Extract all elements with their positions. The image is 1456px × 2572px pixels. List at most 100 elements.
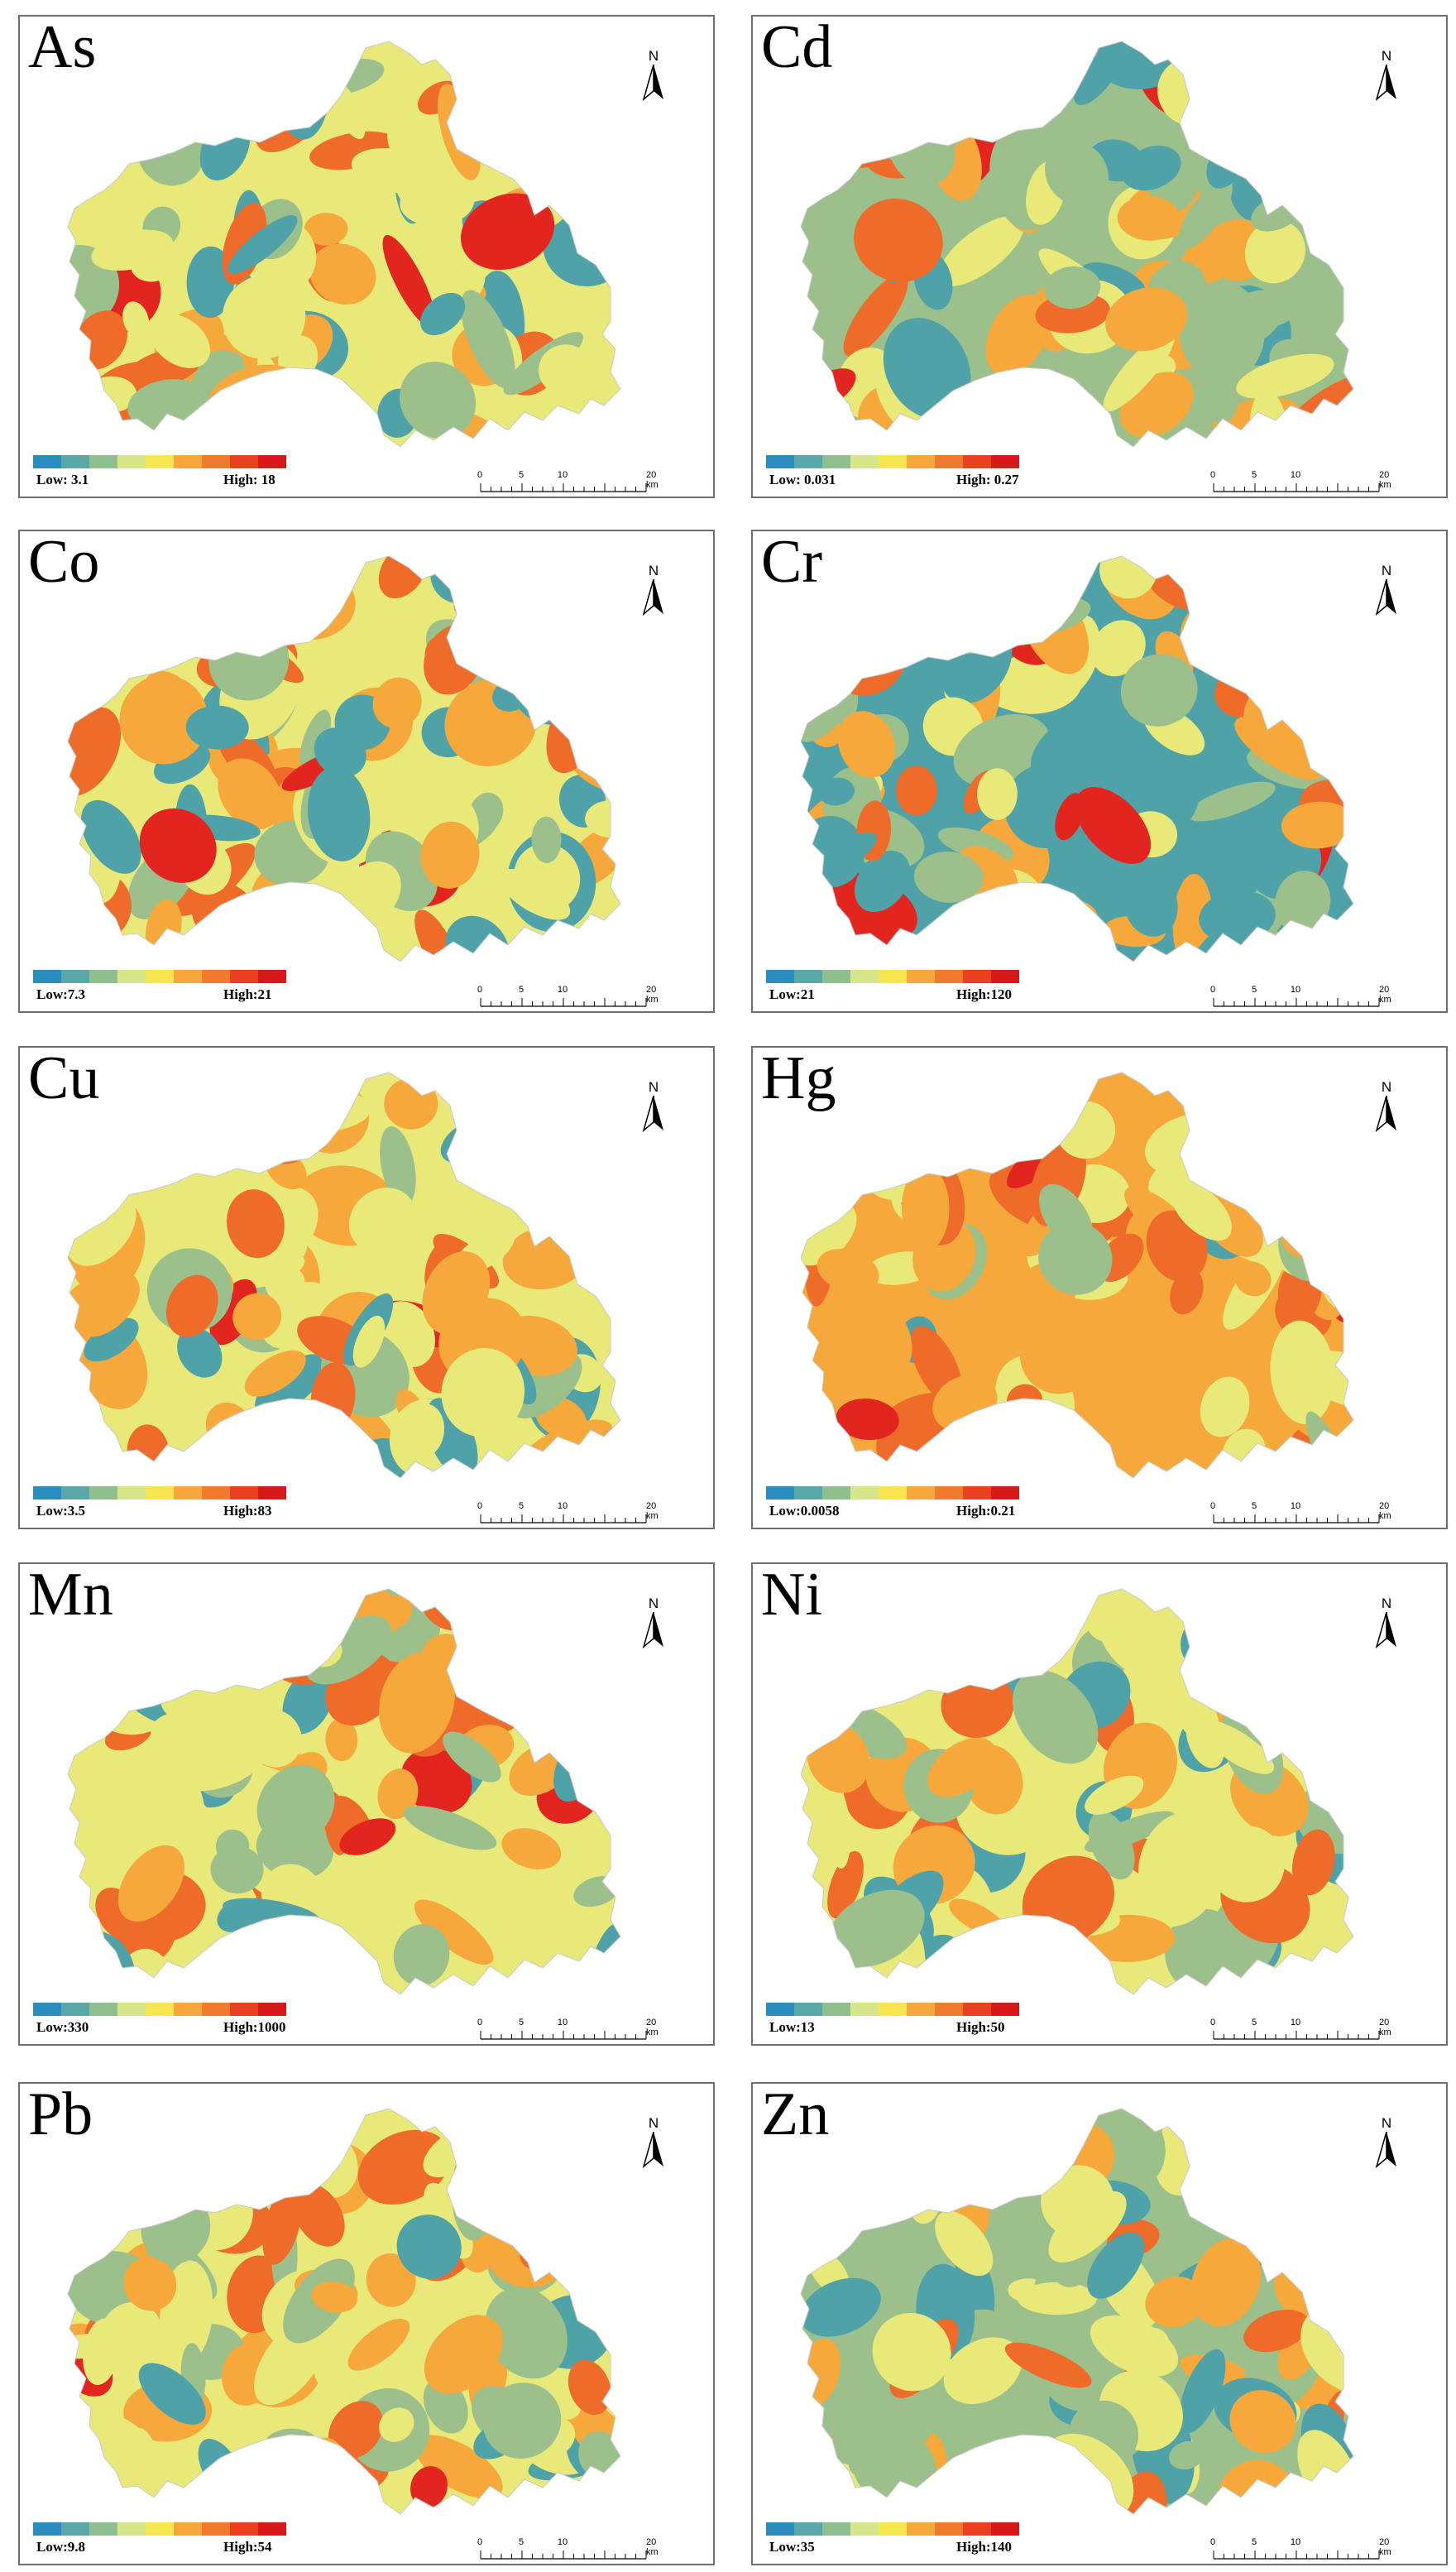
concentration-patch	[864, 1072, 924, 1118]
north-arrow-icon: N	[1370, 1596, 1403, 1653]
scale-tick-label: 20 km	[646, 1501, 659, 1521]
concentration-patch	[1244, 219, 1305, 284]
legend-swatch	[258, 2522, 286, 2536]
scale-tick-label: 5	[1251, 2018, 1257, 2027]
concentration-patch	[1214, 290, 1303, 332]
legend-swatch	[907, 2522, 935, 2536]
scale-tick-label: 0	[1209, 2537, 1216, 2547]
legend-swatch	[879, 2003, 907, 2016]
concentration-patch	[256, 1764, 335, 1845]
concentration-patch	[850, 566, 934, 624]
concentration-patch	[1038, 1442, 1087, 1478]
legend-swatch	[907, 1486, 935, 1500]
concentration-patch	[1199, 1720, 1275, 1774]
concentration-patch	[1123, 872, 1178, 937]
concentration-patch	[269, 1941, 333, 1989]
concentration-patch	[582, 41, 620, 128]
concentration-patch	[1085, 1775, 1144, 1815]
concentration-patch	[1051, 837, 1094, 875]
concentration-patch	[1048, 2191, 1127, 2262]
concentration-patch	[1208, 1825, 1285, 1903]
map-panel-co: Co N Low:7.3 High:21 0 5 10 20 km	[18, 530, 715, 1013]
concentration-patch	[68, 2333, 139, 2359]
legend-color-ramp	[766, 2003, 1019, 2016]
color-legend: Low:330 High:1000	[33, 2003, 311, 2036]
concentration-patch	[976, 768, 1018, 820]
concentration-patch	[176, 1589, 245, 1642]
concentration-patch	[849, 2448, 884, 2478]
map-panel-hg: Hg N Low:0.0058 High:0.21 0 5 10 20 km	[751, 1046, 1448, 1529]
concentration-patch	[366, 2253, 416, 2307]
concentration-patch	[382, 234, 436, 328]
concentration-patch	[177, 1327, 223, 1378]
concentration-patch	[994, 1072, 1025, 1160]
concentration-patch	[304, 1615, 392, 1685]
concentration-patch	[307, 766, 371, 861]
concentration-patch	[535, 648, 620, 722]
legend-swatch	[146, 1486, 174, 1500]
legend-swatch	[258, 455, 286, 468]
concentration-patch	[1043, 266, 1101, 310]
concentration-patch	[491, 41, 529, 77]
legend-high-label: High:1000	[223, 2019, 286, 2035]
concentration-patch	[854, 198, 943, 282]
legend-swatch	[935, 2003, 963, 2016]
concentration-patch	[909, 1660, 957, 1689]
concentration-patch	[1232, 1596, 1321, 1639]
scale-tick-label: 5	[1251, 2537, 1257, 2547]
legend-swatch	[61, 1486, 89, 1500]
concentration-patch	[826, 1889, 925, 1968]
legend-swatch	[89, 1486, 117, 1500]
concentration-patch	[883, 1615, 931, 1687]
concentration-patch	[1138, 1812, 1207, 1900]
scale-tick-label: 20 km	[646, 470, 659, 490]
legend-swatch	[230, 2522, 258, 2536]
concentration-patch	[1021, 1413, 1075, 1478]
north-label: N	[1381, 563, 1392, 578]
legend-swatch	[794, 2522, 822, 2536]
concentration-patch	[314, 727, 366, 778]
legend-swatch	[61, 455, 89, 468]
north-label: N	[1381, 1079, 1392, 1095]
concentration-patch	[1105, 287, 1188, 352]
concentration-patch	[1073, 46, 1122, 105]
concentration-patch	[896, 765, 937, 816]
legend-swatch	[766, 970, 794, 983]
concentration-patch	[348, 1188, 416, 1254]
legend-color-ramp	[766, 2522, 1019, 2536]
map-panel-zn: Zn N Low:35 High:140 0 5 10 20 km	[751, 2082, 1448, 2565]
concentration-patch	[443, 1731, 501, 1783]
element-label: Cu	[28, 1046, 100, 1112]
concentration-patch	[121, 1095, 175, 1138]
distribution-map	[67, 1588, 621, 1995]
element-label: Zn	[761, 2082, 830, 2148]
concentration-patch	[186, 246, 235, 319]
legend-swatch	[61, 2003, 89, 2016]
concentration-patch	[985, 294, 1050, 377]
map-panel-cu: Cu N Low:3.5 High:83 0 5 10 20 km	[18, 1046, 715, 1529]
scale-tick-label: 20 km	[1379, 985, 1391, 1005]
legend-color-ramp	[766, 1486, 1019, 1500]
concentration-patch	[1045, 141, 1109, 206]
concentration-patch	[950, 1092, 1046, 1133]
scale-bar: 0 5 10 20 km	[477, 1501, 678, 1526]
concentration-patch	[1298, 2206, 1353, 2259]
concentration-patch	[441, 1347, 525, 1437]
concentration-patch	[1270, 1320, 1335, 1424]
scale-bar: 0 5 10 20 km	[1210, 1501, 1411, 1526]
north-arrow-icon: N	[637, 1079, 670, 1137]
legend-swatch	[146, 970, 174, 983]
concentration-patch	[1120, 654, 1198, 727]
concentration-patch	[1304, 1675, 1353, 1744]
concentration-patch	[1117, 195, 1181, 241]
concentration-patch	[1103, 330, 1176, 412]
concentration-patch	[529, 1085, 582, 1138]
concentration-patch	[149, 314, 210, 368]
concentration-patch	[568, 2359, 611, 2416]
concentration-patch	[1234, 717, 1322, 780]
scale-tick-label: 20 km	[1379, 2018, 1391, 2037]
legend-swatch	[202, 2522, 230, 2536]
legend-high-label: High:21	[223, 986, 272, 1002]
concentration-patch	[817, 1670, 880, 1706]
